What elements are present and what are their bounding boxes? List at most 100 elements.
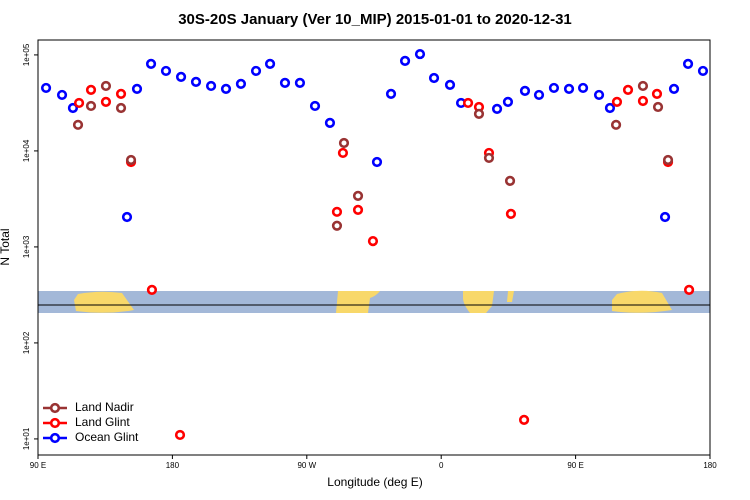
point <box>160 65 172 77</box>
point <box>622 84 634 96</box>
series <box>40 48 709 223</box>
land <box>463 291 494 313</box>
point <box>414 48 426 60</box>
point <box>548 82 560 94</box>
point <box>40 82 52 94</box>
point <box>250 65 262 77</box>
point <box>577 82 589 94</box>
point <box>279 77 291 89</box>
point <box>121 211 133 223</box>
point <box>115 88 127 99</box>
point <box>309 100 321 112</box>
point <box>190 76 202 87</box>
plot-frame <box>37 39 711 456</box>
point <box>367 235 379 247</box>
point <box>385 88 397 99</box>
point <box>682 58 694 70</box>
chart-title: 30S-20S January (Ver 10_MIP) 2015-01-01 … <box>178 11 572 28</box>
point <box>331 220 343 231</box>
point <box>220 83 232 94</box>
point <box>146 284 158 295</box>
point <box>668 83 680 94</box>
point <box>473 108 485 119</box>
point <box>205 80 217 92</box>
point <box>593 89 605 101</box>
point <box>264 58 276 70</box>
map-inset <box>38 290 710 313</box>
y-tick-label: 1e+01 <box>22 427 31 450</box>
land <box>336 291 380 313</box>
point <box>659 211 671 223</box>
point <box>115 102 127 114</box>
point <box>85 84 97 96</box>
legend-marker <box>49 417 61 429</box>
point <box>371 156 383 168</box>
point <box>352 204 364 215</box>
point <box>131 83 143 94</box>
y-tick-label: 1e+04 <box>22 139 31 162</box>
point <box>504 175 516 187</box>
series <box>72 80 674 231</box>
point <box>428 72 440 84</box>
point <box>100 96 112 108</box>
point <box>100 80 112 92</box>
point <box>67 102 79 114</box>
point <box>338 137 350 149</box>
point <box>462 97 474 109</box>
point <box>637 95 649 107</box>
point <box>533 89 545 101</box>
legend-label: Land Nadir <box>75 400 134 414</box>
x-tick-label: 0 <box>439 461 444 470</box>
y-tick-label: 1e+03 <box>22 235 31 258</box>
series <box>73 84 695 441</box>
x-axis-label: Longitude (deg E) <box>327 475 422 489</box>
point <box>491 103 503 114</box>
point <box>73 97 85 109</box>
point <box>324 117 336 128</box>
point <box>697 65 709 77</box>
point <box>637 80 649 92</box>
legend-marker <box>49 402 61 414</box>
point <box>399 55 411 67</box>
land <box>74 291 134 313</box>
x-tick-label: 90 E <box>567 461 583 470</box>
point <box>56 89 68 101</box>
legend-label: Ocean Glint <box>75 430 139 444</box>
point <box>72 119 84 130</box>
legend-marker <box>49 432 61 444</box>
y-tick-label: 1e+02 <box>22 331 31 354</box>
x-tick-label: 180 <box>166 461 180 470</box>
y-axis-label: N Total <box>0 228 12 265</box>
land <box>612 290 672 313</box>
x-tick-label: 90 E <box>30 461 46 470</box>
point <box>337 147 349 159</box>
point <box>85 100 97 112</box>
x-tick-label: 180 <box>703 461 717 470</box>
ocean-band <box>38 291 710 313</box>
point <box>145 58 157 70</box>
point <box>651 88 663 99</box>
point <box>331 206 343 217</box>
land <box>507 291 514 302</box>
point <box>505 208 517 219</box>
point <box>174 429 186 441</box>
point <box>125 154 137 166</box>
point <box>294 77 306 89</box>
point <box>683 284 695 295</box>
point <box>483 152 495 164</box>
point <box>610 119 622 130</box>
point <box>518 414 530 425</box>
point <box>652 101 664 113</box>
point <box>175 71 187 83</box>
point <box>235 78 247 89</box>
point <box>604 102 616 114</box>
point <box>611 96 623 108</box>
point <box>563 83 575 94</box>
point <box>662 154 674 166</box>
y-tick-label: 1e+05 <box>22 43 31 66</box>
point <box>444 79 456 91</box>
point <box>519 85 531 96</box>
point <box>352 190 364 201</box>
legend-label: Land Glint <box>75 415 130 429</box>
